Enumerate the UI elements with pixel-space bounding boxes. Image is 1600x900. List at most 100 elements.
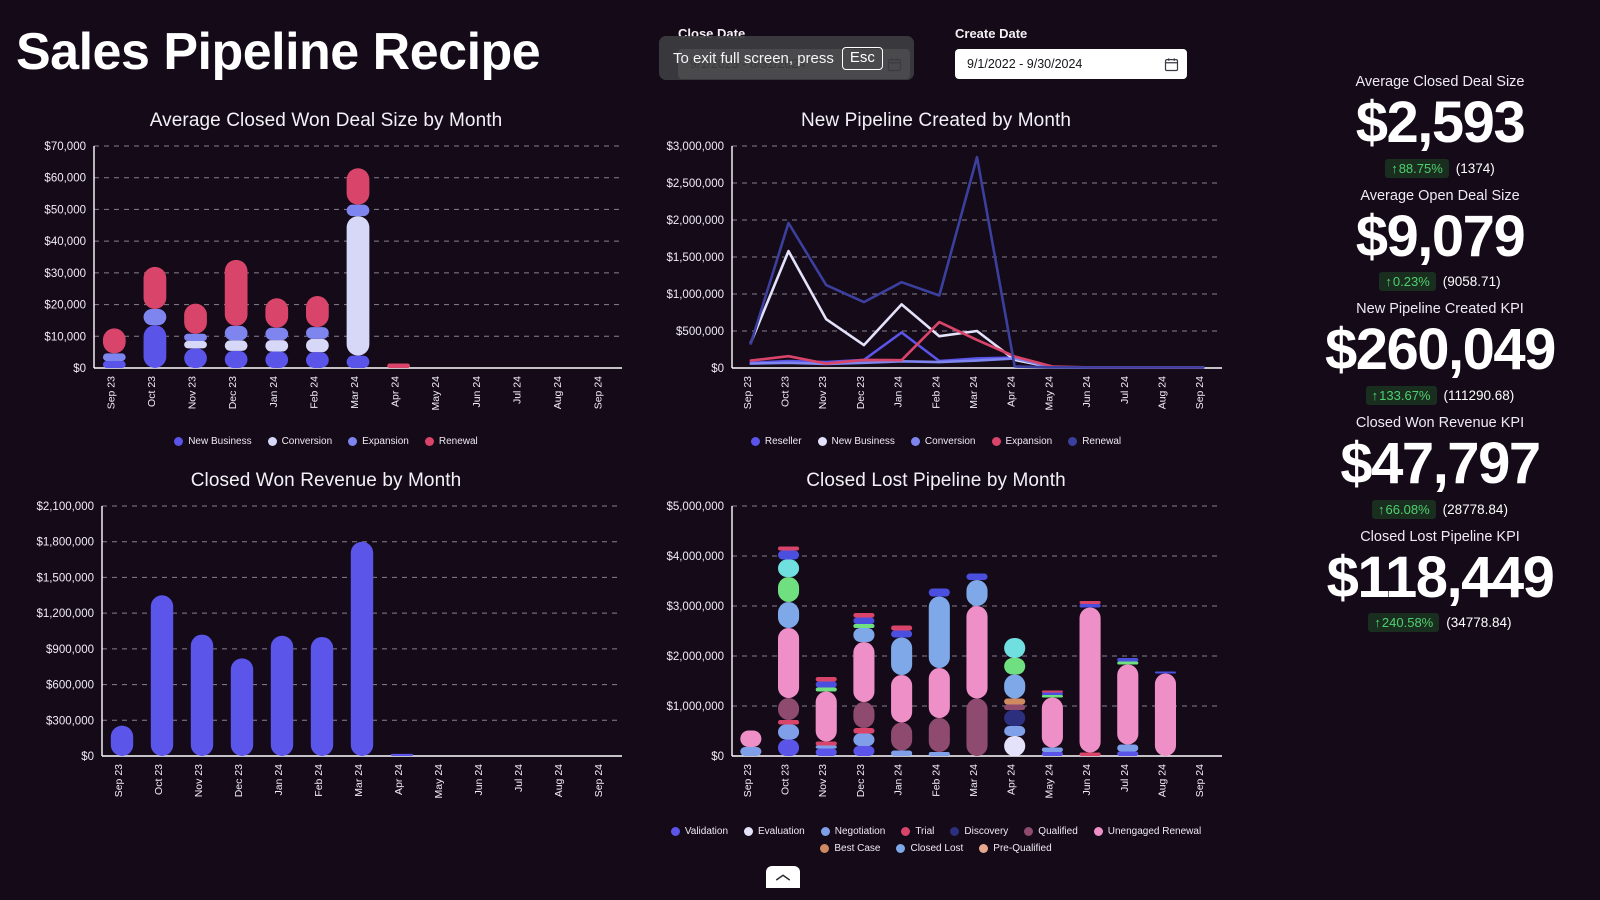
svg-text:Dec 23: Dec 23 xyxy=(855,376,867,409)
svg-text:Jun 24: Jun 24 xyxy=(1081,376,1093,408)
legend-item[interactable]: Evaluation xyxy=(744,826,805,837)
fullscreen-exit-toast: To exit full screen, press Esc xyxy=(659,36,914,80)
svg-text:$0: $0 xyxy=(81,751,94,763)
chart-plot[interactable]: $0 $10,000 $20,000 $30,000 $40,000 $50,000 $60… xyxy=(16,138,636,428)
kpi-value: $260,049 xyxy=(1325,317,1556,383)
svg-text:Sep 24: Sep 24 xyxy=(593,764,605,797)
kpi-label: Average Closed Deal Size xyxy=(1355,74,1525,90)
legend-swatch-icon xyxy=(670,827,680,836)
legend-label: Closed Lost xyxy=(910,843,964,854)
chart-plot[interactable]: $0 $300,000 $600,000 $900,000 $1,200,000 $1,5… xyxy=(16,498,636,818)
kpi-card: Average Open Deal Size $9,079 ↑ 0.23% (9058.… xyxy=(1280,188,1600,292)
chart-plot[interactable]: $0 $500,000 $1,000,000 $1,500,000 $2,000,000… xyxy=(636,138,1236,428)
kpi-delta-value: 133.67% xyxy=(1379,387,1431,403)
svg-text:Oct 23: Oct 23 xyxy=(153,764,165,795)
legend-item[interactable]: Best Case xyxy=(820,843,880,854)
kpi-delta-raw: (9058.71) xyxy=(1442,274,1501,290)
legend-item[interactable]: Renewal xyxy=(424,436,478,447)
svg-text:$300,000: $300,000 xyxy=(46,715,94,727)
svg-text:$60,000: $60,000 xyxy=(44,173,86,185)
svg-text:$2,100,000: $2,100,000 xyxy=(36,501,94,513)
svg-text:Sep 24: Sep 24 xyxy=(1194,376,1206,409)
svg-text:Nov 23: Nov 23 xyxy=(817,764,829,797)
chart-plot[interactable]: $0 $1,000,000 $2,000,000 $3,000,000 $4,000,0… xyxy=(636,498,1236,818)
svg-text:$40,000: $40,000 xyxy=(44,236,86,248)
kpi-card: New Pipeline Created KPI $260,049 ↑ 133.67%… xyxy=(1280,301,1600,405)
svg-text:Apr 24: Apr 24 xyxy=(390,376,402,407)
legend-label: Unengaged Renewal xyxy=(1107,826,1202,837)
svg-text:Oct 23: Oct 23 xyxy=(780,376,792,407)
arrow-up-icon: ↑ xyxy=(1385,274,1392,290)
legend-item[interactable]: Trial xyxy=(901,826,934,837)
legend-item[interactable]: Conversion xyxy=(910,436,976,447)
kpi-delta: ↑ 66.08% (28778.84) xyxy=(1280,499,1600,519)
svg-text:Jul 24: Jul 24 xyxy=(513,764,525,792)
svg-text:Mar 24: Mar 24 xyxy=(353,764,365,797)
svg-text:$1,200,000: $1,200,000 xyxy=(36,608,94,620)
scroll-to-top-button[interactable] xyxy=(766,866,800,888)
svg-text:$20,000: $20,000 xyxy=(44,300,86,312)
svg-text:Aug 24: Aug 24 xyxy=(552,376,564,409)
svg-text:Oct 23: Oct 23 xyxy=(146,376,158,407)
legend-swatch-icon xyxy=(174,437,184,446)
svg-text:Aug 24: Aug 24 xyxy=(553,764,565,797)
legend-item[interactable]: Discovery xyxy=(950,826,1008,837)
svg-text:$3,000,000: $3,000,000 xyxy=(666,141,724,153)
legend-item[interactable]: Qualified xyxy=(1024,826,1078,837)
kpi-card: Closed Lost Pipeline KPI $118,449 ↑ 240.58%… xyxy=(1280,529,1600,633)
legend-label: Conversion xyxy=(924,436,976,447)
arrow-up-icon: ↑ xyxy=(1374,615,1381,631)
create-date-input[interactable]: 9/1/2022 - 9/30/2024 xyxy=(955,49,1187,79)
kpi-delta-badge: ↑ 88.75% xyxy=(1385,158,1449,178)
legend-item[interactable]: Pre-Qualified xyxy=(979,843,1052,854)
legend-label: Negotiation xyxy=(834,826,886,837)
svg-text:Jul 24: Jul 24 xyxy=(511,376,523,404)
legend-item[interactable]: New Business xyxy=(817,436,895,447)
kpi-label: Closed Lost Pipeline KPI xyxy=(1360,528,1520,545)
svg-text:Apr 24: Apr 24 xyxy=(1006,764,1018,795)
legend-item[interactable]: New Business xyxy=(174,436,252,447)
svg-text:$50,000: $50,000 xyxy=(44,204,86,216)
svg-text:Feb 24: Feb 24 xyxy=(930,764,942,797)
legend-item[interactable]: Expansion xyxy=(348,436,409,447)
page-title: Sales Pipeline Recipe xyxy=(16,23,541,81)
arrow-up-icon: ↑ xyxy=(1378,501,1385,517)
svg-text:$0: $0 xyxy=(711,751,724,763)
svg-text:$5,000,000: $5,000,000 xyxy=(666,501,724,513)
legend-item[interactable]: Unengaged Renewal xyxy=(1093,826,1202,837)
svg-text:May 24: May 24 xyxy=(1043,376,1055,411)
create-date-value: 9/1/2022 - 9/30/2024 xyxy=(967,57,1083,71)
legend-label: Reseller xyxy=(764,436,802,447)
legend-item[interactable]: Reseller xyxy=(750,436,802,447)
legend-label: Evaluation xyxy=(758,826,805,837)
kpi-delta: ↑ 0.23% (9058.71) xyxy=(1280,272,1600,292)
legend-swatch-icon xyxy=(950,827,960,836)
svg-text:Jul 24: Jul 24 xyxy=(1119,764,1131,792)
filter-create-date[interactable]: Create Date 9/1/2022 - 9/30/2024 xyxy=(955,26,1187,79)
legend-item[interactable]: Conversion xyxy=(267,436,332,447)
legend-swatch-icon xyxy=(424,437,434,446)
kpi-delta: ↑ 88.75% (1374) xyxy=(1280,158,1600,178)
svg-text:Dec 23: Dec 23 xyxy=(227,376,239,409)
legend-item[interactable]: Renewal xyxy=(1068,436,1121,447)
legend-item[interactable]: Closed Lost xyxy=(896,843,963,854)
svg-text:Sep 23: Sep 23 xyxy=(742,376,754,409)
kpi-label: Closed Won Revenue KPI xyxy=(1355,414,1525,431)
chart-legend: Validation Evaluation Negotiation Trial Disc… xyxy=(636,826,1236,854)
legend-item[interactable]: Validation xyxy=(670,826,728,837)
chart-panel-closed-won-revenue: Closed Won Revenue by Month $0 $300,000 $6… xyxy=(16,470,636,818)
svg-text:Jan 24: Jan 24 xyxy=(273,764,285,796)
legend-item[interactable]: Negotiation xyxy=(820,826,886,837)
calendar-icon xyxy=(1164,57,1179,72)
svg-text:Nov 23: Nov 23 xyxy=(817,376,829,409)
chart-title: New Pipeline Created by Month xyxy=(800,110,1072,131)
svg-text:$70,000: $70,000 xyxy=(44,141,86,153)
chart-legend: Reseller New Business Conversion Expansion R… xyxy=(636,436,1236,447)
legend-swatch-icon xyxy=(820,844,830,853)
svg-text:Apr 24: Apr 24 xyxy=(1006,376,1018,407)
arrow-up-icon: ↑ xyxy=(1391,160,1398,176)
legend-item[interactable]: Expansion xyxy=(991,436,1052,447)
kpi-delta-value: 240.58% xyxy=(1381,615,1434,631)
kpi-value: $2,593 xyxy=(1355,90,1526,155)
kpi-card: Average Closed Deal Size $2,593 ↑ 88.75% (13… xyxy=(1280,74,1600,178)
